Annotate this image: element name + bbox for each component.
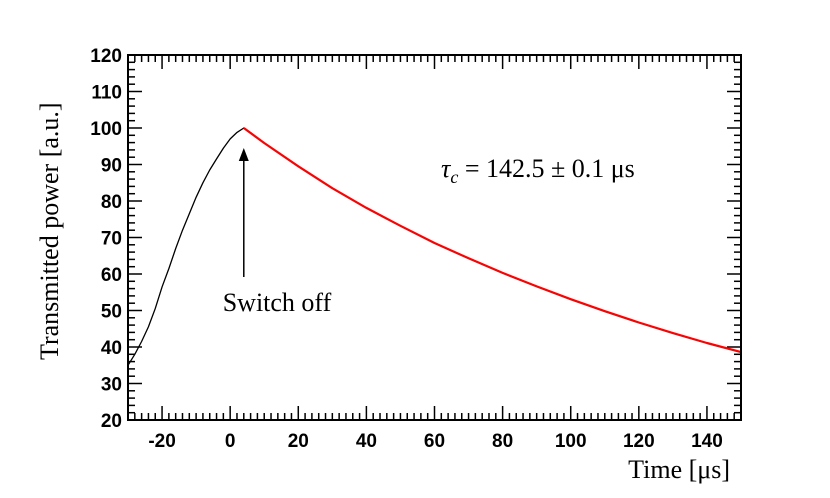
arrow-head: [238, 148, 249, 161]
y-tick-label: 100: [90, 119, 122, 140]
x-axis-title: Time [μs]: [628, 455, 730, 484]
y-tick-label: 40: [101, 338, 122, 359]
x-tick-label: 140: [691, 431, 723, 452]
tau-value: = 142.5 ± 0.1 μs: [458, 154, 635, 183]
x-tick-label: 0: [225, 431, 236, 452]
series-layer: [127, 127, 742, 366]
y-tick-label: 90: [101, 156, 122, 177]
fit-curve: [243, 127, 742, 354]
y-tick-label: 120: [90, 46, 122, 67]
y-tick-label: 50: [101, 302, 122, 323]
y-tick-label: 80: [101, 192, 122, 213]
y-tick-label: 20: [101, 411, 122, 432]
x-tick-label: -20: [148, 431, 175, 452]
tau-annotation: τc = 142.5 ± 0.1 μs: [441, 154, 635, 187]
x-tick-label: 100: [555, 431, 587, 452]
y-tick-label: 60: [101, 265, 122, 286]
switch-off-arrow: [238, 148, 249, 277]
switch-off-label: Switch off: [223, 288, 332, 317]
y-tick-labels: 20 30 40 50 60 70 80 90 100 110 120: [90, 46, 122, 432]
plot-frame: [127, 54, 742, 421]
x-tick-label: 120: [623, 431, 655, 452]
major-ticks: [128, 54, 741, 421]
tau-symbol: τ: [441, 154, 452, 183]
y-tick-label: 110: [91, 83, 122, 104]
tau-subscript: c: [450, 167, 458, 187]
y-axis-title: Transmitted power [a.u.]: [35, 102, 64, 360]
minor-ticks: [127, 55, 742, 420]
y-tick-label: 70: [101, 229, 122, 250]
measured-trace: [127, 127, 742, 366]
x-tick-label: 20: [288, 431, 309, 452]
x-tick-label: 40: [356, 431, 377, 452]
x-tick-label: 80: [492, 431, 513, 452]
y-tick-label: 30: [101, 375, 122, 396]
x-tick-labels: -20 0 20 40 60 80 100 120 140: [148, 431, 722, 452]
x-tick-label: 60: [424, 431, 445, 452]
